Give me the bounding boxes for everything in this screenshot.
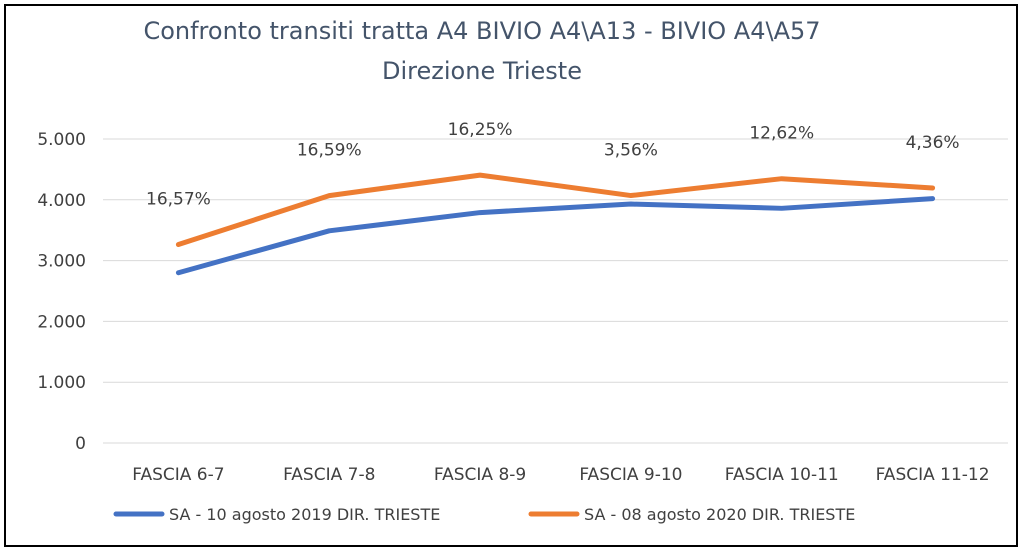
legend-label-2: SA - 08 agosto 2020 DIR. TRIESTE — [584, 505, 855, 524]
series-line-1 — [175, 196, 936, 276]
y-tick-label: 1.000 — [37, 373, 86, 393]
chart-frame: Confronto transiti tratta A4 BIVIO A4\A1… — [4, 4, 1018, 547]
x-tick-label: FASCIA 11-12 — [876, 465, 990, 485]
data-label: 16,25% — [448, 120, 513, 140]
y-tick-label: 2.000 — [37, 312, 86, 332]
x-tick-label: FASCIA 9-10 — [579, 465, 682, 485]
y-tick-label: 4.000 — [37, 191, 86, 211]
y-tick-label: 0 — [75, 434, 86, 454]
x-tick-label: FASCIA 7-8 — [283, 465, 375, 485]
series-line-2 — [175, 172, 936, 248]
legend-label-1: SA - 10 agosto 2019 DIR. TRIESTE — [169, 505, 440, 524]
data-label: 3,56% — [604, 141, 658, 161]
chart-title-line-2: Direzione Trieste — [382, 57, 582, 85]
line-chart: Confronto transiti tratta A4 BIVIO A4\A1… — [37, 17, 1008, 524]
x-tick-label: FASCIA 8-9 — [434, 465, 526, 485]
chart-title-line-1: Confronto transiti tratta A4 BIVIO A4\A1… — [143, 17, 820, 45]
data-label: 12,62% — [749, 124, 814, 144]
gridlines — [103, 138, 1008, 444]
data-labels: 16,57% 16,59% 16,25% 3,56% 12,62% 4,36% — [146, 120, 960, 209]
x-tick-label: FASCIA 6-7 — [132, 465, 224, 485]
y-tick-label: 5.000 — [37, 130, 86, 150]
x-axis-ticks: FASCIA 6-7 FASCIA 7-8 FASCIA 8-9 FASCIA 9-1… — [132, 465, 989, 485]
y-axis-ticks: 0 1.000 2.000 3.000 4.000 5.000 — [37, 130, 86, 454]
series-lines — [175, 172, 936, 276]
y-tick-label: 3.000 — [37, 252, 86, 272]
legend: SA - 10 agosto 2019 DIR. TRIESTE SA - 08 … — [113, 505, 855, 524]
x-tick-label: FASCIA 10-11 — [725, 465, 839, 485]
data-label: 16,59% — [297, 141, 362, 161]
data-label: 16,57% — [146, 190, 211, 210]
data-label: 4,36% — [906, 133, 960, 153]
